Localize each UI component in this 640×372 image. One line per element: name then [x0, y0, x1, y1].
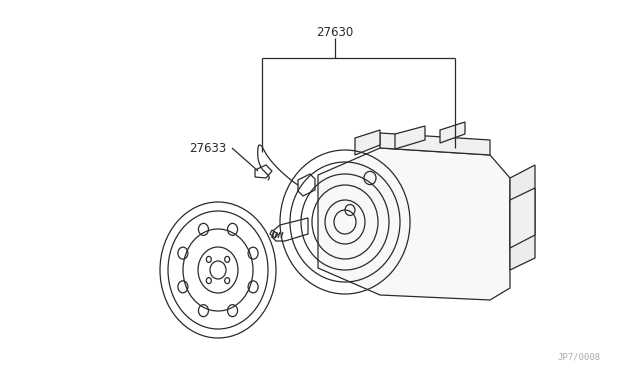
Polygon shape	[355, 130, 380, 155]
Text: JP7/0008: JP7/0008	[557, 353, 600, 362]
Polygon shape	[380, 133, 490, 155]
Text: 27633: 27633	[189, 141, 227, 154]
Polygon shape	[318, 148, 510, 300]
Polygon shape	[440, 122, 465, 143]
Polygon shape	[510, 165, 535, 270]
Polygon shape	[510, 188, 535, 248]
Polygon shape	[395, 126, 425, 149]
Text: 27630: 27630	[316, 26, 354, 38]
